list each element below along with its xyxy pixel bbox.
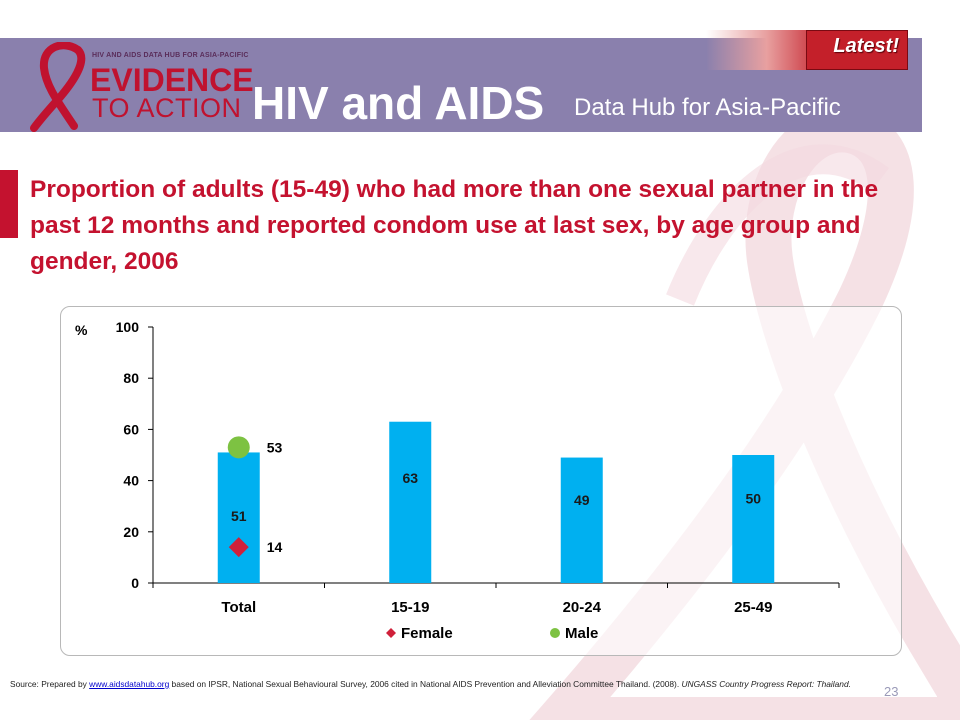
female-marker: [228, 537, 249, 558]
y-tick-label: 80: [123, 370, 139, 386]
slide-title: Proportion of adults (15-49) who had mor…: [30, 176, 879, 275]
marker-value-label: 53: [267, 439, 283, 455]
x-tick-label: 25-49: [734, 599, 772, 616]
y-tick-label: 60: [123, 421, 139, 437]
red-ribbon-icon: [30, 42, 86, 132]
y-tick-label: 100: [116, 319, 140, 335]
header-title: HIV and AIDS: [252, 77, 545, 129]
bar-value-label: 51: [231, 508, 247, 524]
y-tick-label: 40: [123, 473, 139, 489]
x-tick-label: 15-19: [391, 599, 429, 616]
bar-total: [217, 452, 260, 583]
bar-20-24: [560, 457, 603, 583]
logo-tagline: HIV AND AIDS DATA HUB FOR ASIA-PACIFIC: [92, 52, 249, 59]
x-tick-label: 20-24: [563, 599, 602, 616]
source-middle: based on IPSR, National Sexual Behaviour…: [169, 679, 682, 689]
source-prefix: Source: Prepared by: [10, 679, 90, 689]
y-axis-label: %: [75, 322, 88, 338]
bar-15-19: [389, 421, 432, 583]
x-tick-label: Total: [221, 599, 256, 616]
legend-female-icon: [386, 628, 396, 638]
logo-to-action: TO ACTION: [92, 93, 242, 123]
latest-badge-box: Latest!: [806, 30, 908, 70]
marker-value-label: 14: [267, 539, 283, 555]
y-tick-label: 20: [123, 524, 139, 540]
latest-badge-text: Latest!: [833, 35, 899, 57]
bar-value-label: 63: [402, 470, 418, 486]
chart-card: 0 20 40 60 80 100% 51 Total 63 15-19 49 20-24 50 25-4…: [60, 306, 902, 656]
bar-25-49: [732, 455, 775, 583]
page-number: 23: [884, 684, 899, 699]
latest-badge: Latest!: [706, 30, 908, 70]
y-tick-label: 0: [131, 575, 139, 591]
male-marker: [227, 436, 250, 459]
title-accent-bar: [0, 170, 18, 238]
logo: HIV AND AIDS DATA HUB FOR ASIA-PACIFIC E…: [16, 42, 254, 132]
source-link[interactable]: www.aidsdatahub.org: [89, 679, 170, 689]
source-report-title: UNGASS Country Progress Report: Thailand…: [681, 679, 851, 689]
bar-value-label: 49: [574, 492, 590, 508]
legend-male-icon: [550, 628, 560, 638]
header-subtitle: Data Hub for Asia-Pacific: [574, 94, 841, 121]
bar-chart: 0 20 40 60 80 100% 51 Total 63 15-19 49 20-24 50 25-4…: [75, 319, 840, 642]
logo-evidence: EVIDENCE: [90, 62, 254, 98]
source-note: Source: Prepared by www.aidsdatahub.org …: [10, 678, 860, 690]
bar-value-label: 50: [745, 491, 761, 507]
legend-label: Male: [565, 625, 598, 642]
legend-label: Female: [401, 625, 453, 642]
